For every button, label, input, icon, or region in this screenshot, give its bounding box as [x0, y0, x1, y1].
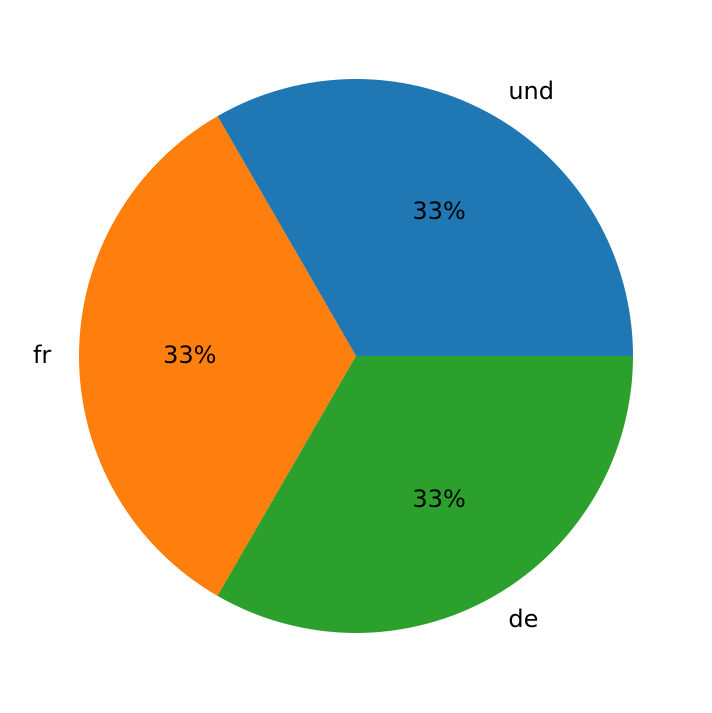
percent-label: 33%: [412, 197, 465, 225]
slice-label: fr: [33, 341, 51, 369]
pie-slice: [217, 78, 633, 356]
slice-label: und: [508, 77, 554, 105]
pie-slice: [217, 356, 633, 633]
slice-label: de: [508, 605, 538, 633]
percent-label: 33%: [412, 485, 465, 513]
percent-label: 33%: [163, 341, 216, 369]
